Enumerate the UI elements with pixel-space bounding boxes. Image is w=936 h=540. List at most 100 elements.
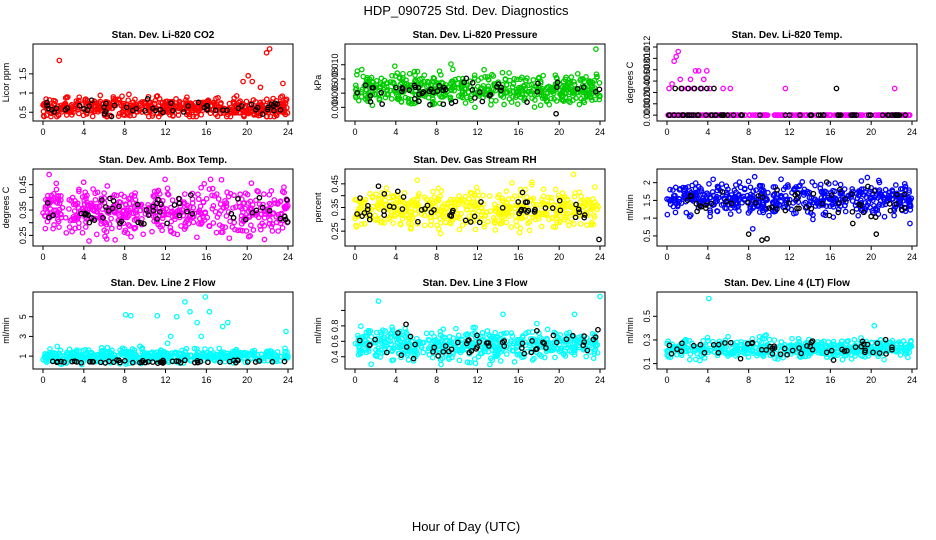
data-point [558,202,565,208]
data-point [140,231,147,238]
data-point [230,214,237,221]
data-point [366,329,373,336]
data-point [472,226,479,233]
data-point [872,214,879,220]
data-point [530,201,537,208]
data-point [486,92,493,99]
data-point [764,235,770,242]
data-point [248,101,255,108]
data-point [454,210,461,217]
data-point [592,96,599,103]
data-point [502,76,509,82]
data-point [594,342,601,348]
data-point [804,188,811,195]
y-tick-label: 0.010 [642,47,652,70]
panel-3: Stan. Dev. Li-820 Temp.degrees C0 4 8 12 16 2… [625,30,918,137]
y-axis-label: Licor ppm [1,63,11,103]
panel-title: Stan. Dev. Line 2 Flow [111,278,216,289]
data-point [261,215,268,221]
data-point [539,210,545,217]
data-point [122,311,129,318]
data-point [69,228,75,235]
x-tick-label: 4 [81,375,86,385]
data-point [373,351,380,358]
x-tick-label: 24 [595,375,605,385]
data-point [522,339,529,346]
data-point [269,228,276,234]
data-point [736,208,742,214]
data-point [61,359,67,365]
data-point [153,93,160,100]
data-point [266,207,273,214]
data-point [452,98,459,105]
data-point [416,91,422,98]
data-point [814,198,820,204]
data-point [514,76,520,83]
data-point [176,212,183,219]
data-point [415,218,421,225]
data-point [281,184,287,191]
data-point [368,361,375,368]
data-point [511,75,518,82]
data-point [425,336,432,343]
data-point [380,334,387,340]
data-point [162,176,168,183]
x-tick-label: 20 [242,127,252,137]
panel-4: Stan. Dev. Amb. Box Temp.degrees C0 4 8 12 1… [1,155,294,262]
data-point [672,85,679,92]
data-point [75,110,82,117]
data-point [97,359,104,366]
data-point [851,336,858,343]
data-point [223,213,230,219]
data-point [189,210,196,217]
data-point [193,113,200,120]
data-point [408,220,415,227]
data-point [284,197,290,203]
data-point [236,102,242,109]
data-point [528,349,535,356]
data-point [590,212,597,218]
data-point [596,79,603,86]
data-point [420,349,427,356]
data-point [431,207,437,213]
data-point [435,185,442,192]
data-point [238,212,245,219]
data-point [82,211,88,218]
data-point [770,184,777,190]
data-point [462,100,469,106]
y-tick-label: 0.4 [330,350,340,363]
data-point [254,104,261,111]
data-point [464,359,471,366]
y-tick-label: 0.004 [642,81,652,104]
data-point [378,89,385,96]
data-point [125,221,132,228]
data-point [594,74,600,81]
data-point [849,208,856,215]
data-point [576,101,583,108]
data-point [176,351,183,357]
data-point [510,81,517,87]
data-point [476,89,483,95]
data-point [498,84,505,91]
data-point [107,349,113,356]
x-tick-label: 0 [352,252,357,262]
x-tick-label: 24 [907,375,917,385]
data-point [282,205,288,212]
data-point [849,220,856,227]
data-point [399,84,405,91]
data-point [102,233,108,240]
data-point [820,112,827,119]
data-point [721,112,728,119]
data-point [202,346,208,352]
data-point [830,204,837,210]
data-point [854,195,861,202]
data-point [711,85,717,92]
data-point [560,194,566,200]
data-point [796,205,802,212]
points [40,171,291,244]
data-point [596,92,603,99]
y-tick-label: 0.012 [642,36,652,59]
data-point [389,72,395,79]
data-point [507,205,514,212]
data-point [815,112,822,119]
